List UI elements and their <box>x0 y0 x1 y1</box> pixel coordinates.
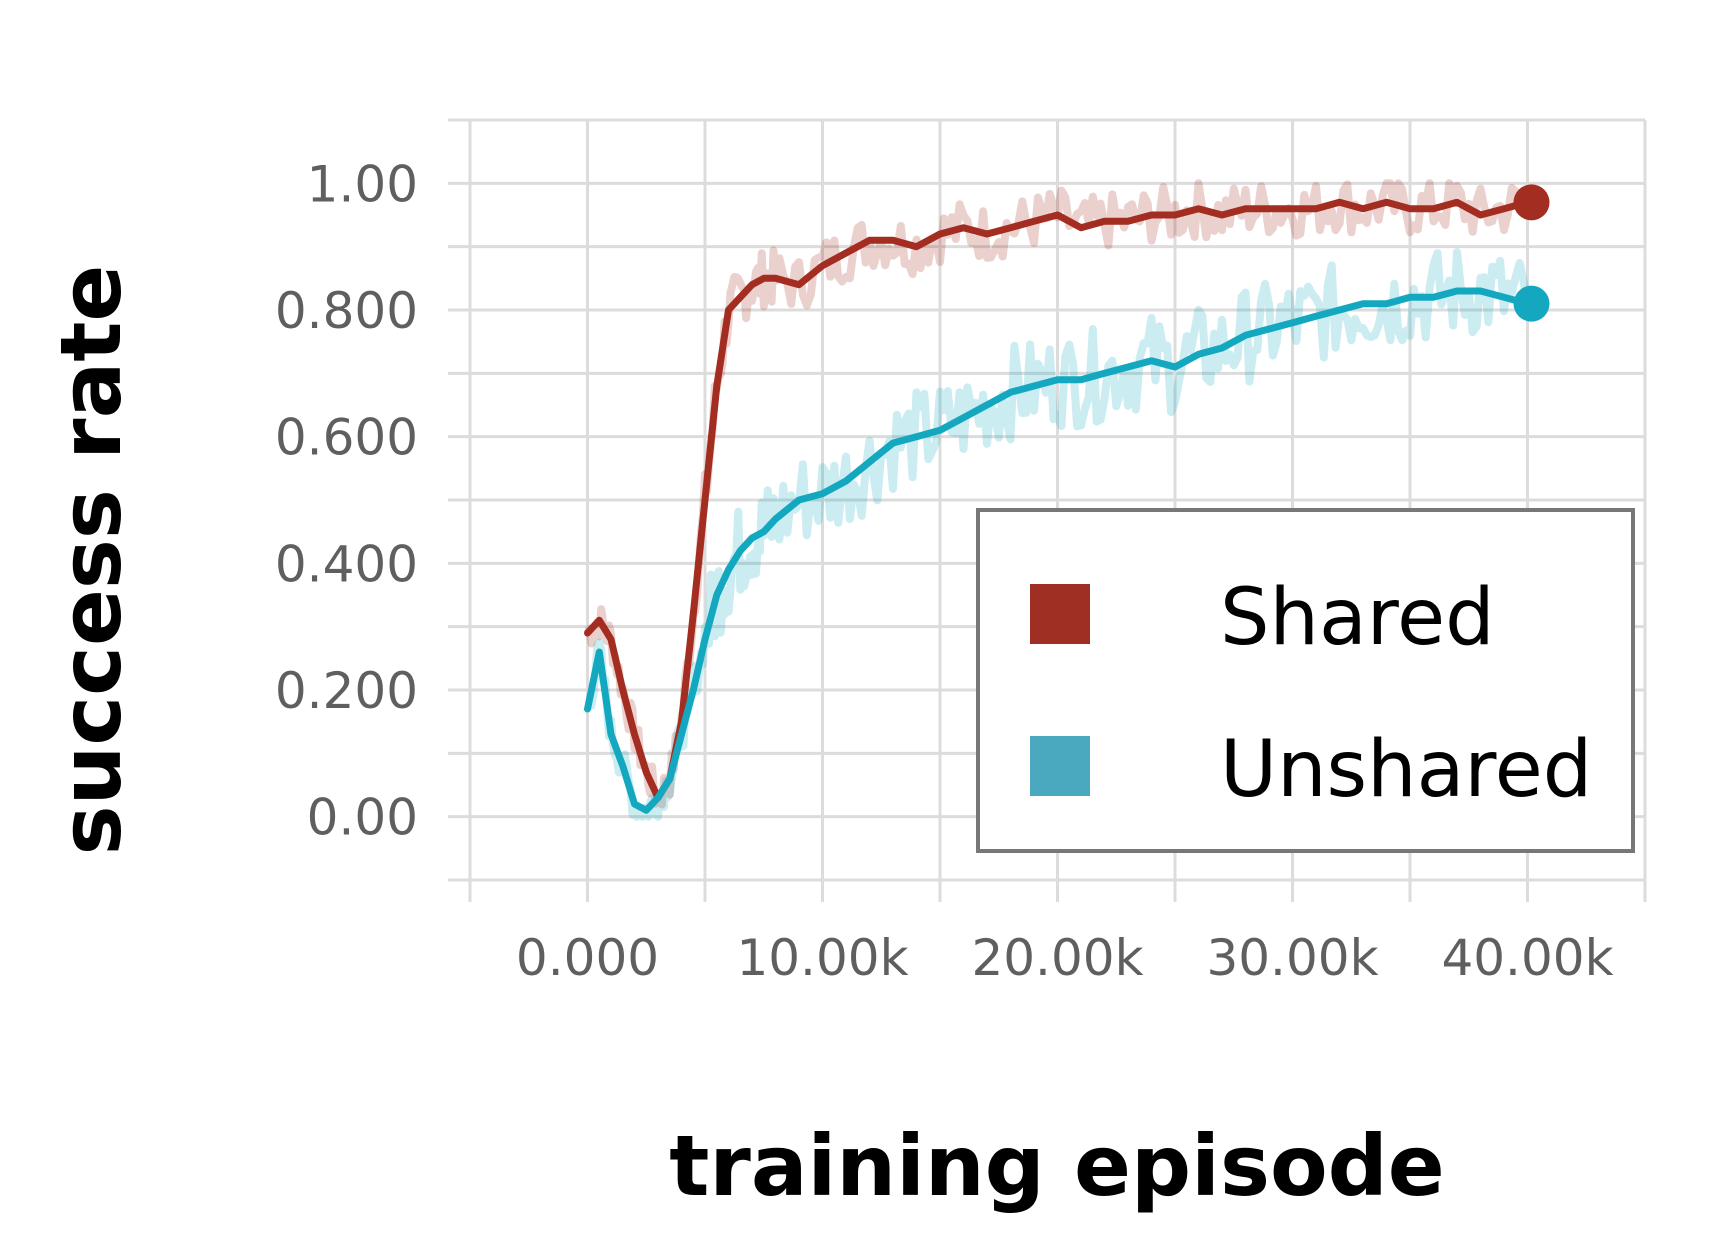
series-line-unshared <box>584 287 1531 814</box>
y-tick-label: 0.800 <box>275 282 418 340</box>
x-tick-label: 0.000 <box>516 929 659 987</box>
y-tick-label: 0.400 <box>275 535 418 593</box>
series-endpoint-unshared <box>1513 285 1550 322</box>
legend-swatch-shared <box>1030 584 1090 644</box>
y-tick-label: 1.00 <box>307 155 418 213</box>
smoothed-series-lines <box>584 184 1550 814</box>
x-tick-labels: 0.000 10.00k 20.00k 30.00k 40.00k <box>516 929 1614 987</box>
x-tick-label: 10.00k <box>736 929 908 987</box>
y-tick-label: 0.00 <box>307 789 418 847</box>
legend-swatch-unshared <box>1030 736 1090 796</box>
legend: Shared Unshared <box>976 508 1635 853</box>
x-axis-title: training episode <box>669 1117 1445 1215</box>
y-axis-title: success rate <box>42 265 140 856</box>
x-tick-label: 30.00k <box>1206 929 1378 987</box>
y-tick-labels: 0.00 0.200 0.400 0.600 0.800 1.00 <box>275 155 418 846</box>
x-tick-label: 40.00k <box>1441 929 1613 987</box>
series-endpoint-shared <box>1513 184 1550 221</box>
legend-label-unshared: Unshared <box>1220 725 1592 815</box>
y-tick-label: 0.600 <box>275 409 418 467</box>
legend-label-shared: Shared <box>1220 573 1495 663</box>
x-tick-label: 20.00k <box>971 929 1143 987</box>
y-tick-label: 0.200 <box>275 662 418 720</box>
